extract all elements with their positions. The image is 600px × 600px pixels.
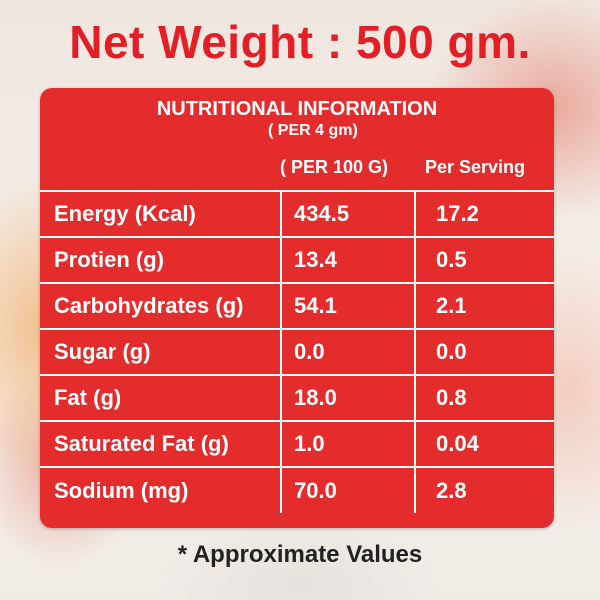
approximate-values-note: * Approximate Values xyxy=(177,541,423,568)
value-per-serving: 0.0 xyxy=(414,328,554,376)
value-per-serving: 0.5 xyxy=(414,236,554,284)
value-per-100g: 70.0 xyxy=(280,466,416,513)
value-per-serving: 0.04 xyxy=(414,420,554,468)
nutrient-name: Saturated Fat (g) xyxy=(40,420,282,468)
nutrient-name: Sodium (mg) xyxy=(40,466,282,513)
value-per-100g: 18.0 xyxy=(280,374,416,422)
value-per-serving: 2.8 xyxy=(414,466,554,513)
net-weight-heading: Net Weight : 500 gm. xyxy=(69,16,531,68)
table-row: Energy (Kcal) 434.5 17.2 xyxy=(40,190,554,238)
nutrient-name: Sugar (g) xyxy=(40,328,282,376)
table-row: Protien (g) 13.4 0.5 xyxy=(40,236,554,284)
value-per-100g: 13.4 xyxy=(280,236,416,284)
value-per-100g: 1.0 xyxy=(280,420,416,468)
value-per-serving: 2.1 xyxy=(414,282,554,330)
panel-title: NUTRITIONAL INFORMATION xyxy=(156,98,438,120)
panel-subtitle: ( PER 4 gm) xyxy=(268,122,358,139)
nutrition-panel: NUTRITIONAL INFORMATION ( PER 4 gm) ( PE… xyxy=(40,88,554,528)
nutrient-name: Fat (g) xyxy=(40,374,282,422)
value-per-100g: 0.0 xyxy=(280,328,416,376)
column-header-per-100g: ( PER 100 G) xyxy=(280,157,389,177)
table-row: Saturated Fat (g) 1.0 0.04 xyxy=(40,420,554,468)
column-header-per-serving: Per Serving xyxy=(425,157,526,177)
table-row: Sugar (g) 0.0 0.0 xyxy=(40,328,554,376)
value-per-serving: 0.8 xyxy=(414,374,554,422)
table-row: Sodium (mg) 70.0 2.8 xyxy=(40,466,554,513)
nutrient-name: Energy (Kcal) xyxy=(40,190,282,238)
value-per-100g: 54.1 xyxy=(280,282,416,330)
nutrient-name: Carbohydrates (g) xyxy=(40,282,282,330)
value-per-100g: 434.5 xyxy=(280,190,416,238)
nutrient-name: Protien (g) xyxy=(40,236,282,284)
nutrition-table: Energy (Kcal) 434.5 17.2 Protien (g) 13.… xyxy=(40,190,554,513)
value-per-serving: 17.2 xyxy=(414,190,554,238)
table-row: Fat (g) 18.0 0.8 xyxy=(40,374,554,422)
table-row: Carbohydrates (g) 54.1 2.1 xyxy=(40,282,554,330)
